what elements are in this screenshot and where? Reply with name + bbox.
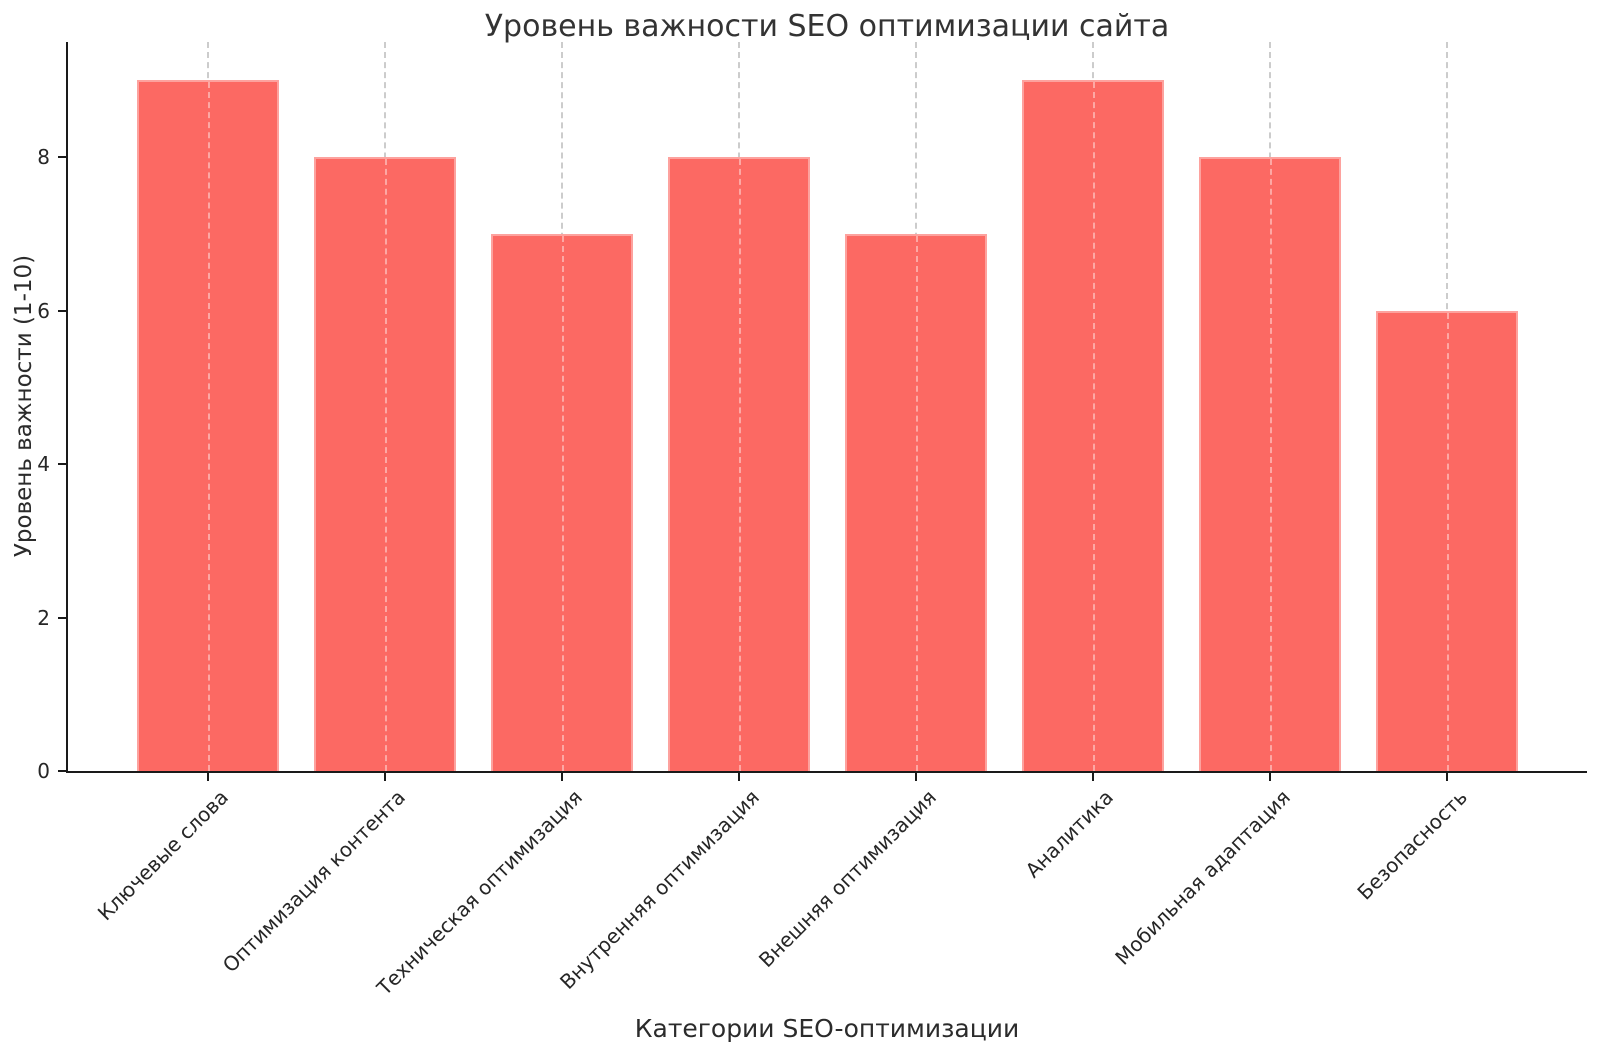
bar: [1199, 157, 1341, 771]
y-axis-spine: [66, 42, 68, 773]
bar: [491, 234, 633, 771]
y-tick: [58, 156, 68, 159]
y-tick-label: 6: [37, 298, 50, 323]
x-tick: [1269, 771, 1271, 781]
bar-gridline-overlay: [208, 82, 210, 771]
x-axis-spine: [66, 771, 1587, 773]
bar: [1376, 311, 1518, 771]
x-tick: [384, 771, 386, 781]
plot-area: Ключевые слова Оптимизация контента Технич…: [37, 42, 1587, 1000]
bar: [668, 157, 810, 771]
y-tick: [58, 770, 68, 772]
y-tick-label: 8: [37, 145, 50, 170]
x-tick: [738, 771, 740, 781]
y-tick-label: 2: [37, 605, 50, 630]
x-tick: [561, 771, 563, 781]
bar: [314, 157, 456, 771]
bar-gridline-overlay: [739, 159, 741, 771]
x-tick: [1446, 771, 1448, 781]
y-tick: [58, 309, 68, 312]
category-label: Безопасность: [1352, 785, 1472, 905]
x-axis-label: Категории SEO-оптимизации: [634, 1014, 1020, 1043]
bar-gridline-overlay: [385, 159, 387, 771]
bar-gridline-overlay: [562, 236, 564, 771]
chart-title: Уровень важности SEO оптимизации сайта: [484, 9, 1170, 44]
bar-gridline-overlay: [916, 236, 918, 771]
x-tick: [1092, 771, 1094, 781]
bar: [845, 234, 987, 771]
x-tick: [915, 771, 917, 781]
x-tick: [207, 771, 209, 781]
y-tick-label: 4: [37, 452, 50, 477]
bar-gridline-overlay: [1093, 82, 1095, 771]
y-tick-label: 0: [37, 759, 50, 783]
y-tick: [58, 463, 68, 466]
bar-gridline-overlay: [1447, 313, 1449, 771]
bar: [1022, 80, 1164, 771]
bar: [137, 80, 279, 771]
bar-gridline-overlay: [1270, 159, 1272, 771]
category-label: Ключевые слова: [92, 785, 233, 926]
y-tick: [58, 616, 68, 619]
